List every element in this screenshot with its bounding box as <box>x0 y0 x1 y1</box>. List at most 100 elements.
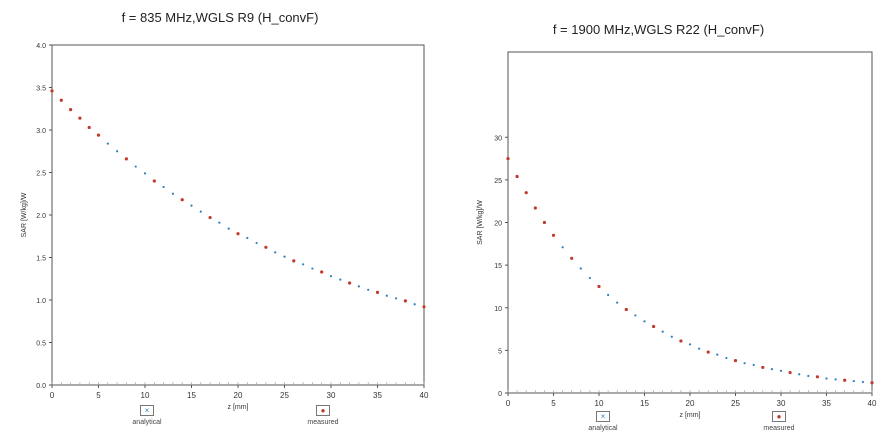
x-tick-label: 20 <box>234 391 243 400</box>
analytical-point <box>852 379 855 383</box>
analytical-point <box>725 356 728 360</box>
plot-frame <box>507 51 873 394</box>
analytical-point <box>106 142 109 145</box>
measured-point <box>706 350 710 354</box>
analytical-marker-icon: × <box>140 405 154 416</box>
analytical-point <box>329 275 333 278</box>
measured-point <box>236 232 240 236</box>
analytical-point <box>770 368 773 371</box>
legend-analytical: × analytical <box>112 400 182 426</box>
x-tick-label: 25 <box>731 399 740 408</box>
y-tick-label: 10 <box>494 306 502 313</box>
measured-point <box>870 381 874 385</box>
analytical-point <box>698 347 701 350</box>
analytical-point <box>385 294 388 297</box>
analytical-point <box>199 210 202 213</box>
measured-point <box>515 174 519 179</box>
x-tick-label: 10 <box>141 391 150 400</box>
y-tick-label: 15 <box>494 263 502 270</box>
analytical-point <box>246 236 249 240</box>
analytical-point <box>274 251 277 254</box>
y-tick-label: 4.0 <box>36 43 46 50</box>
y-axis-label: SAR [W/kg]/W <box>477 200 484 245</box>
measured-point <box>96 133 101 137</box>
measured-point <box>533 206 537 210</box>
y-axis-label: SAR [W/kg]/W <box>21 192 28 237</box>
x-axis-label: z [mm] <box>228 404 249 411</box>
measured-point <box>320 270 324 274</box>
chart-plot: 0 5 10 15 20 25 30 35 40 0.0 0.5 1.0 1.5 2.0 2.5 3.0 3.5… <box>21 43 429 411</box>
analytical-point <box>616 301 619 304</box>
x-tick-label: 5 <box>551 399 556 408</box>
measured-point <box>679 339 683 343</box>
y-tick-label: 1.5 <box>36 256 46 263</box>
measured-marker-icon: ● <box>316 405 330 416</box>
legend-measured: ● measured <box>288 400 358 426</box>
measured-point <box>815 375 819 379</box>
y-tick-label: 25 <box>494 178 502 185</box>
measured-point <box>87 125 91 130</box>
chart-title: f = 835 MHz,WGLS R9 (H_convF) <box>121 10 319 25</box>
measured-point <box>208 215 212 220</box>
analytical-point <box>218 221 221 224</box>
measured-point <box>180 198 184 202</box>
legend-label: measured <box>307 419 339 426</box>
measured-point <box>597 284 601 289</box>
chart-title: f = 1900 MHz,WGLS R22 (H_convF) <box>552 22 765 37</box>
measured-point <box>124 157 128 161</box>
y-tick-label: 5 <box>498 348 502 355</box>
measured-point <box>843 378 847 382</box>
analytical-point <box>643 320 646 323</box>
x-tick-label: 35 <box>822 399 831 408</box>
legend-label: measured <box>763 425 795 432</box>
analytical-point <box>413 303 416 306</box>
y-tick-label: 0.5 <box>36 341 46 348</box>
measured-point <box>570 256 574 260</box>
y-tick-label: 2.0 <box>36 213 46 220</box>
analytical-point <box>825 377 828 380</box>
chart-835mhz: f = 835 MHz,WGLS R9 (H_convF) 0 5 10 15 20 25… <box>21 10 429 426</box>
x-tick-label: 30 <box>327 391 336 400</box>
chart-plot: 0 5 10 15 20 25 30 35 40 0 5 10 15 20 25 30 z [mm] SAR [W… <box>477 51 877 419</box>
x-axis-label: z [mm] <box>680 412 701 419</box>
measured-point <box>624 307 628 312</box>
x-tick-label: 40 <box>420 391 429 400</box>
measured-point <box>652 324 656 329</box>
plot-frame <box>51 44 425 386</box>
analytical-point <box>588 276 591 280</box>
x-tick-label: 0 <box>50 391 55 400</box>
measured-point <box>292 259 296 263</box>
y-tick-label: 2.5 <box>36 171 46 178</box>
measured-point <box>264 245 268 249</box>
analytical-point <box>190 204 193 207</box>
measured-point <box>348 281 352 285</box>
measured-point <box>506 156 510 161</box>
analytical-point <box>116 150 119 153</box>
y-tick-label: 3.5 <box>36 86 46 93</box>
x-tick-label: 5 <box>96 391 101 400</box>
analytical-point <box>807 374 810 378</box>
analytical-point <box>834 378 837 381</box>
legend-measured: ● measured <box>744 406 814 432</box>
x-tick-label: 25 <box>280 391 289 400</box>
analytical-point <box>171 192 174 195</box>
analytical-point <box>798 373 801 376</box>
y-tick-label: 1.0 <box>36 298 46 305</box>
analytical-point <box>227 227 230 230</box>
y-tick-label: 0.0 <box>36 383 46 390</box>
chart-1900mhz: f = 1900 MHz,WGLS R22 (H_convF) 0 5 10 15 20… <box>440 0 877 448</box>
x-tick-label: 35 <box>373 391 382 400</box>
measured-point <box>788 370 792 375</box>
analytical-point <box>302 263 305 266</box>
analytical-point <box>579 267 582 270</box>
y-tick-label: 20 <box>494 221 502 228</box>
analytical-marker-icon: × <box>596 411 610 422</box>
analytical-point <box>661 330 664 333</box>
x-tick-label: 15 <box>187 391 196 400</box>
analytical-point <box>162 185 165 189</box>
measured-point <box>542 220 546 225</box>
x-tick-label: 40 <box>868 399 877 408</box>
measured-point <box>524 191 528 195</box>
measured-point <box>50 89 54 93</box>
measured-point <box>375 290 380 294</box>
